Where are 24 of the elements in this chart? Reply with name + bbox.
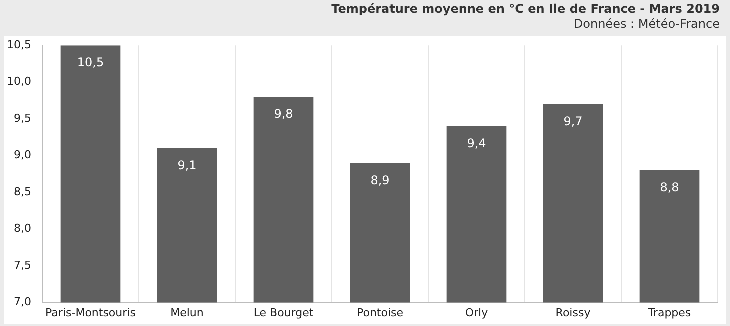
data-label: 9,7: [564, 114, 583, 129]
x-tick-label: Pontoise: [356, 306, 404, 320]
x-tick-label: Orly: [465, 306, 489, 320]
data-label: 9,1: [178, 158, 197, 173]
y-tick-label: 10,5: [6, 38, 32, 52]
y-tick-label: 9,5: [14, 112, 32, 125]
y-tick-label: 8,0: [14, 222, 32, 236]
x-tick-label: Paris-Montsouris: [46, 306, 136, 320]
x-tick-label: Melun: [170, 306, 204, 320]
y-tick-label: 7,0: [14, 296, 32, 309]
y-tick-label: 10,0: [6, 75, 32, 88]
y-tick-label: 8,5: [14, 185, 32, 198]
data-label: 8,8: [660, 180, 680, 195]
y-tick-label: 9,0: [14, 148, 32, 162]
chart-subtitle: Données : Météo-France: [572, 17, 720, 32]
x-tick-label: Le Bourget: [254, 306, 314, 320]
x-tick-label: Trappes: [647, 306, 692, 320]
x-tick-label: Roissy: [556, 306, 592, 320]
y-tick-label: 7,5: [14, 258, 32, 272]
data-label: 10,5: [77, 56, 104, 70]
data-label: 9,8: [274, 107, 294, 122]
data-label: 8,9: [370, 173, 390, 188]
data-label: 9,4: [467, 136, 486, 151]
chart-title: Température moyenne en °C en Ile de France - Mars 2019: [332, 2, 720, 17]
